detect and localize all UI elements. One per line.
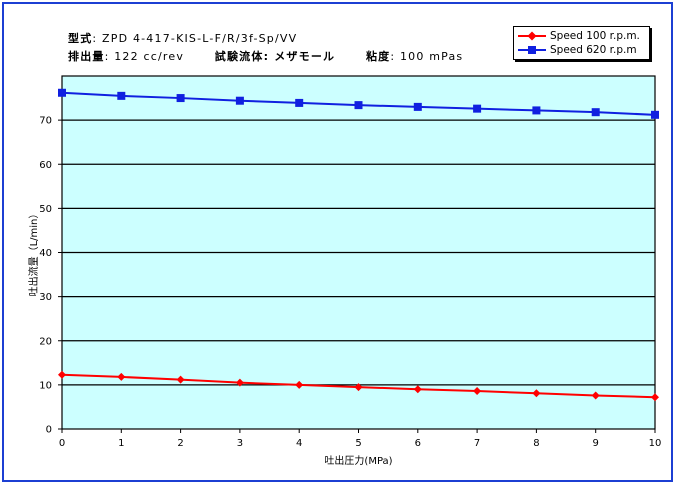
x-tick-label: 0 xyxy=(59,438,65,449)
legend-item-speed-100: Speed 100 r.p.m. xyxy=(518,29,640,43)
data-point xyxy=(651,393,659,402)
data-point xyxy=(473,104,482,113)
model-value: : ZPD 4-417-KIS-L-F/R/3f-Sp/VV xyxy=(92,32,298,45)
x-tick-label: 8 xyxy=(533,438,539,449)
x-tick-label: 5 xyxy=(355,438,361,449)
x-tick-label: 6 xyxy=(415,438,421,449)
legend-label-speed-620: Speed 620 r.p.m xyxy=(550,44,637,56)
axis-ticks: 0 10 20 30 40 50 60 70 0 1 2 3 4 5 6 7 8 9 10 xyxy=(39,116,661,449)
y-tick-label: 70 xyxy=(39,116,52,127)
displacement-value: : 122 cc/rev xyxy=(104,50,185,63)
x-tick-label: 2 xyxy=(177,438,183,449)
x-tick-label: 7 xyxy=(474,438,480,449)
fluid-value: : メザモール xyxy=(263,50,336,63)
x-tick-label: 9 xyxy=(593,438,599,449)
y-tick-label: 60 xyxy=(39,160,52,171)
y-axis-title: 吐出流量（L/min） xyxy=(27,209,40,297)
data-point xyxy=(117,91,126,100)
series-1 xyxy=(58,88,659,119)
data-point xyxy=(354,101,363,110)
data-point xyxy=(473,387,482,396)
data-point xyxy=(651,110,659,119)
x-tick-label: 1 xyxy=(118,438,124,449)
data-point xyxy=(591,108,600,117)
y-tick-label: 50 xyxy=(39,204,52,215)
displacement-label: 排出量 xyxy=(68,50,105,63)
data-point xyxy=(176,94,185,103)
x-tick-label: 3 xyxy=(237,438,243,449)
x-tick-label: 4 xyxy=(296,438,302,449)
legend: Speed 100 r.p.m. Speed 620 r.p.m xyxy=(513,26,650,60)
series-0 xyxy=(58,370,659,402)
model-line: 型式: ZPD 4-417-KIS-L-F/R/3f-Sp/VV xyxy=(68,30,297,46)
data-point xyxy=(532,389,541,398)
viscosity-label: 粘度 xyxy=(365,50,391,63)
data-point xyxy=(591,391,600,400)
x-tick-label: 10 xyxy=(649,438,662,449)
legend-swatch-speed-100 xyxy=(518,31,546,41)
legend-item-speed-620: Speed 620 r.p.m xyxy=(518,43,637,57)
y-tick-label: 20 xyxy=(39,336,52,347)
grid-lines xyxy=(62,119,655,386)
data-point xyxy=(295,380,304,389)
legend-label-speed-100: Speed 100 r.p.m. xyxy=(550,30,640,42)
y-tick-label: 10 xyxy=(39,380,52,391)
fluid-label: 試験流体 xyxy=(214,50,264,63)
x-axis-title: 吐出圧力(MPa) xyxy=(324,454,392,467)
data-point xyxy=(354,383,363,392)
data-point xyxy=(413,102,422,111)
data-point xyxy=(235,378,244,387)
data-point xyxy=(117,372,126,381)
data-point xyxy=(176,375,185,384)
series-layer xyxy=(58,88,659,402)
spec-line: 排出量: 122 cc/rev 試験流体: メザモール 粘度: 100 mPas xyxy=(68,48,463,64)
y-tick-label: 0 xyxy=(46,425,52,436)
data-point xyxy=(413,385,422,394)
y-tick-label: 40 xyxy=(39,248,52,259)
viscosity-value: : 100 mPas xyxy=(390,50,464,63)
data-point xyxy=(58,370,66,379)
data-point xyxy=(295,98,304,107)
y-tick-label: 30 xyxy=(39,292,52,303)
model-label: 型式 xyxy=(68,32,93,45)
data-point xyxy=(532,106,541,115)
data-point xyxy=(58,88,66,97)
data-point xyxy=(235,96,244,105)
legend-swatch-speed-620 xyxy=(518,46,546,54)
